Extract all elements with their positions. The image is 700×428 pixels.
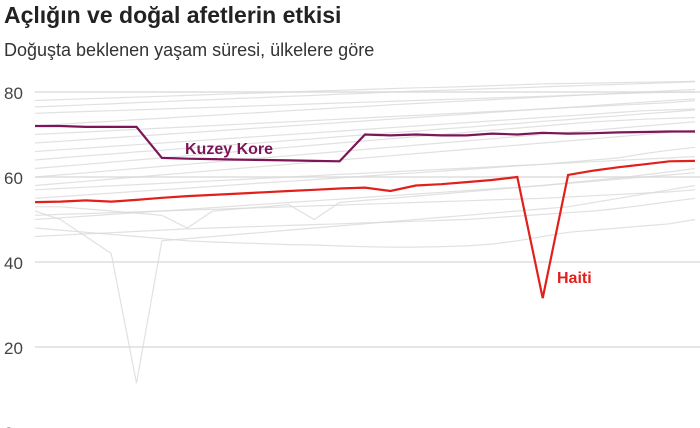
background-country-line: [34, 197, 696, 238]
series-line-haiti: [34, 159, 696, 299]
background-country-line: [34, 81, 696, 108]
background-country-line: [35, 172, 696, 229]
background-country-line: [34, 80, 696, 102]
chart-subtitle: Doğuşta beklenen yaşam süresi, ülkelere …: [4, 40, 375, 60]
background-country-line: [34, 189, 696, 216]
background-country-line: [34, 218, 696, 248]
series-label-haiti: Haiti: [557, 270, 592, 287]
y-tick-label: 40: [4, 254, 23, 273]
background-country-line: [34, 98, 696, 144]
series-line-kuzey-kore: [35, 124, 695, 163]
background-country-line: [34, 146, 696, 199]
background-country-line: [34, 121, 696, 178]
chart-title: Açlığın ve doğal afetlerin etkisi: [4, 2, 342, 28]
y-tick-label: 80: [4, 84, 23, 103]
y-tick-label: 20: [4, 339, 23, 358]
background-country-line: [34, 156, 696, 191]
background-country-line: [34, 129, 696, 187]
y-tick-label: 60: [4, 169, 23, 188]
background-country-line: [34, 99, 696, 136]
background-country-line: [34, 88, 696, 127]
y-tick-label: 0: [4, 424, 13, 428]
series-label-kuzey-kore: Kuzey Kore: [185, 141, 273, 158]
background-country-line: [34, 108, 696, 153]
background-country-line: [34, 184, 696, 384]
background-country-line: [34, 116, 696, 170]
